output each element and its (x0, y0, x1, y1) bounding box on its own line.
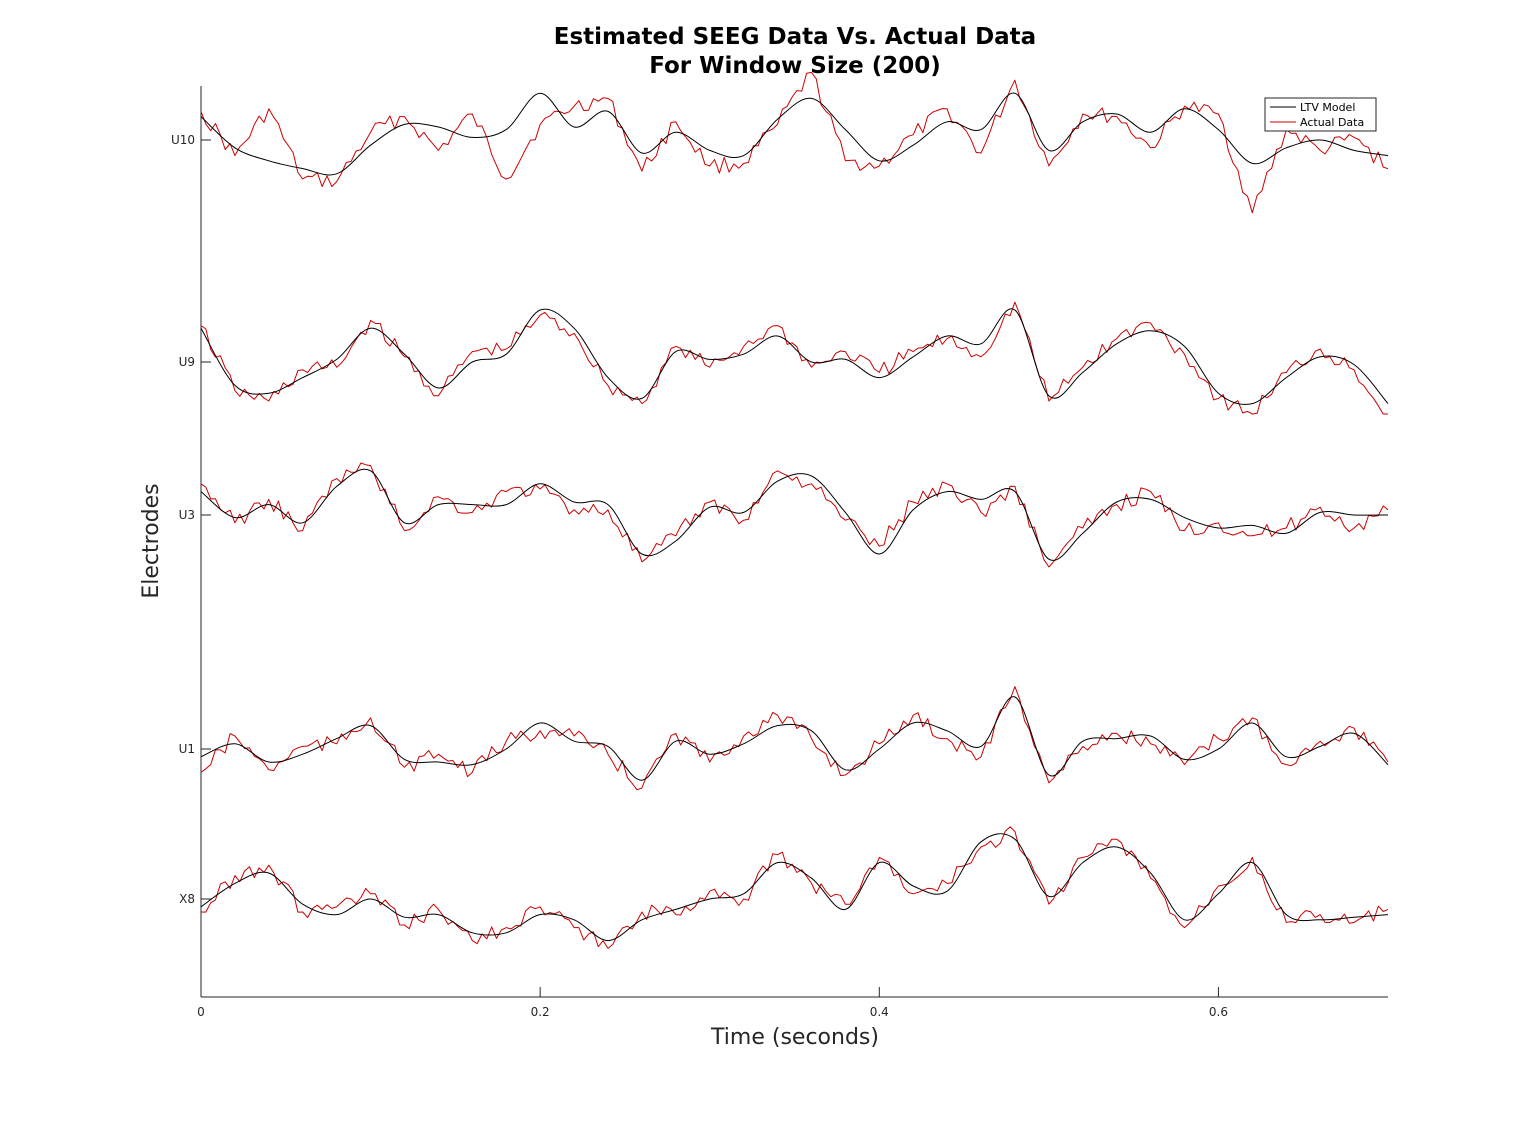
series-actual-data-u3 (200, 462, 1389, 568)
y-tick-label-u3: U3 (179, 508, 195, 522)
x-tick-label: 0 (197, 1005, 205, 1019)
x-tick-label: 0.6 (1209, 1005, 1228, 1019)
series-actual-data-u10 (200, 71, 1389, 214)
traces-group (200, 71, 1389, 949)
x-tick-label: 0.4 (870, 1005, 889, 1019)
legend-label-ltv-model: LTV Model (1300, 101, 1355, 114)
series-ltv-model-u3 (200, 468, 1389, 561)
plot-area: 0 0.2 0.4 0.6 U10 U9 U3 U1 X8 (171, 71, 1389, 1019)
y-axis-label: Electrodes (139, 483, 164, 598)
series-ltv-model-x8 (200, 833, 1389, 942)
series-ltv-model-u10 (200, 92, 1389, 176)
y-tick-label-u10: U10 (171, 133, 195, 147)
legend-label-actual-data: Actual Data (1300, 116, 1364, 129)
series-ltv-model-u1 (200, 696, 1389, 781)
legend-box (1264, 97, 1377, 132)
chart-title-line-2: For Window Size (200) (649, 53, 941, 79)
series-actual-data-x8 (200, 826, 1389, 949)
y-tick-label-u9: U9 (179, 355, 195, 369)
legend: LTV Model Actual Data (1264, 97, 1377, 132)
series-ltv-model-u9 (200, 308, 1389, 405)
x-tick-label: 0.2 (531, 1005, 550, 1019)
y-tick-label-x8: X8 (179, 892, 195, 906)
x-ticks-group: 0 0.2 0.4 0.6 (197, 987, 1228, 1019)
x-axis-label: Time (seconds) (710, 1025, 879, 1050)
y-tick-label-u1: U1 (179, 742, 195, 756)
series-actual-data-u1 (200, 686, 1389, 791)
chart-title-line-1: Estimated SEEG Data Vs. Actual Data (554, 24, 1036, 50)
y-ticks-group: U10 U9 U3 U1 X8 (171, 133, 211, 906)
